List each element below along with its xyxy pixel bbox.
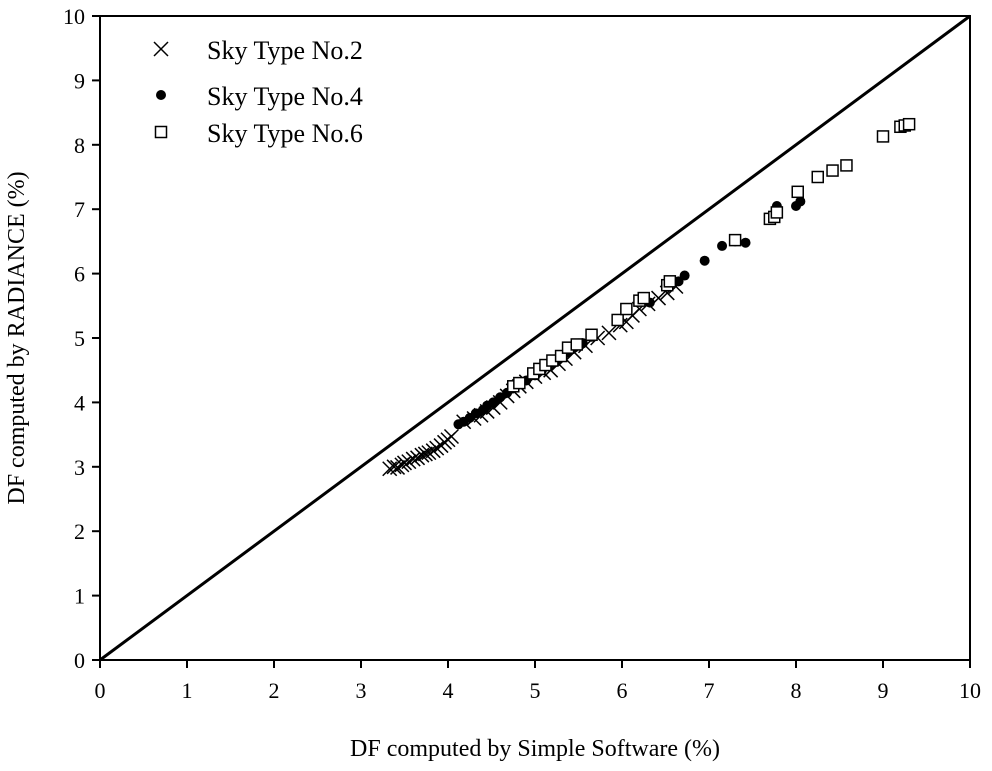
- sky-type-2-point: [410, 450, 426, 466]
- sky-type-6-point: [840, 159, 853, 172]
- y-tick-label: 9: [74, 68, 85, 93]
- x-tick-label: 1: [182, 678, 193, 703]
- sky-type-6-point: [570, 338, 584, 351]
- legend-marker-2: [156, 90, 166, 100]
- sky-type-6-point: [611, 313, 624, 327]
- y-tick-label: 7: [74, 197, 85, 222]
- x-axis-title: DF computed by Simple Software (%): [350, 736, 720, 762]
- sky-type-4-point: [679, 270, 690, 281]
- sky-type-4-point: [717, 240, 728, 251]
- y-tick-label: 10: [63, 4, 85, 29]
- x-tick-label: 3: [356, 678, 367, 703]
- y-tick-label: 4: [74, 390, 85, 415]
- sky-type-2-point: [443, 429, 460, 445]
- reference-line-layer: [99, 14, 971, 662]
- x-tick-label: 7: [704, 678, 715, 703]
- sky-type-6-point: [637, 291, 650, 305]
- x-tick-label: 2: [269, 678, 280, 703]
- x-tick-label: 8: [791, 678, 802, 703]
- legend-marker-3: [154, 125, 168, 139]
- legend-marker-1: [153, 41, 169, 57]
- x-tick-label: 10: [959, 678, 981, 703]
- x-tick-label: 4: [443, 678, 454, 703]
- sky-type-6-point: [876, 130, 890, 143]
- sky-type-4-point: [488, 397, 499, 408]
- sky-type-6-point: [826, 164, 839, 177]
- x-tick-label: 0: [95, 678, 106, 703]
- x-tick-label: 6: [617, 678, 628, 703]
- y-tick-label: 1: [74, 584, 85, 609]
- sky-type-4-point: [795, 196, 806, 207]
- y-tick-label: 5: [74, 326, 85, 351]
- sky-type-2-point: [405, 451, 421, 467]
- y-axis-title: DF computed by RADIANCE (%): [4, 171, 30, 504]
- sky-type-6-point: [585, 328, 598, 342]
- series-3: [507, 117, 916, 393]
- legend-label-2: Sky Type No.4: [207, 82, 363, 111]
- y-axis-ticks: 0 1 2 3 4 5 6 7 8 9 10: [63, 4, 100, 673]
- legend: Sky Type No.2 Sky Type No.4 Sky Type No.6: [153, 36, 363, 148]
- y-tick-label: 6: [74, 262, 85, 287]
- sky-type-2-point: [601, 325, 617, 341]
- legend-label-1: Sky Type No.2: [207, 36, 363, 65]
- sky-type-2-point: [429, 440, 445, 456]
- sky-type-6-point: [728, 233, 742, 247]
- sky-type-6-point: [770, 206, 784, 219]
- sky-type-2-point: [390, 459, 406, 475]
- sky-type-6-point: [554, 349, 568, 363]
- sky-type-2-point: [417, 446, 433, 462]
- data-points-layer: [382, 117, 916, 477]
- sky-type-4-point: [740, 237, 751, 248]
- sky-type-6-point: [811, 170, 824, 184]
- sky-type-6-point: [513, 376, 526, 390]
- reference-line: [99, 14, 971, 662]
- y-tick-label: 0: [74, 648, 85, 673]
- sky-type-6-point: [791, 185, 804, 199]
- x-tick-label: 9: [878, 678, 889, 703]
- sky-type-6-point: [663, 275, 677, 288]
- y-tick-label: 3: [74, 455, 85, 480]
- sky-type-6-point: [620, 302, 633, 316]
- x-tick-label: 5: [530, 678, 541, 703]
- x-axis-ticks: 0 1 2 3 4 5 6 7 8 9 10: [95, 660, 981, 703]
- y-tick-label: 8: [74, 133, 85, 158]
- sky-type-2-point: [401, 454, 417, 470]
- legend-label-3: Sky Type No.6: [207, 119, 363, 148]
- sky-type-4-point: [699, 255, 710, 266]
- sky-type-2-point: [396, 455, 413, 471]
- sky-type-6-point: [902, 117, 916, 131]
- sky-type-2-point: [421, 445, 437, 461]
- y-tick-label: 2: [74, 519, 85, 544]
